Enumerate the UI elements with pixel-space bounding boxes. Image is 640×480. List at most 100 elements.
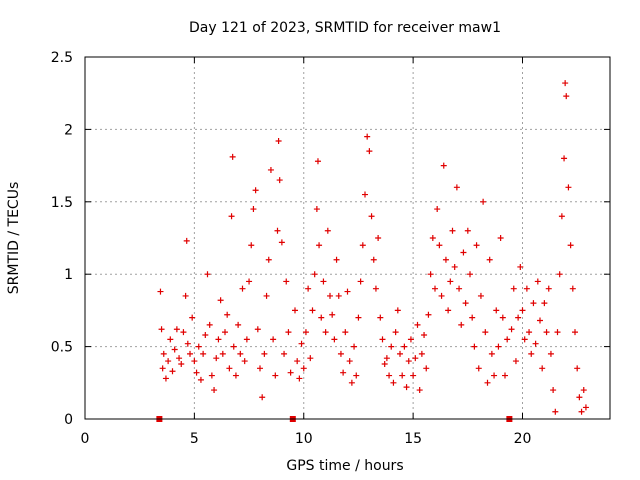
data-point <box>550 387 557 394</box>
data-point <box>495 343 502 350</box>
data-point <box>272 372 279 379</box>
data-point <box>416 387 423 394</box>
data-point <box>386 372 393 379</box>
data-point <box>405 358 412 365</box>
data-point <box>434 206 441 213</box>
data-point <box>195 343 202 350</box>
data-point <box>442 256 449 263</box>
data-point <box>475 365 482 372</box>
data-point <box>270 336 277 343</box>
data-point <box>313 206 320 213</box>
data-point <box>300 365 307 372</box>
data-point <box>355 314 362 321</box>
data-point <box>377 314 384 321</box>
data-point <box>488 350 495 357</box>
data-point <box>388 343 395 350</box>
data-point <box>502 372 508 379</box>
data-point <box>528 350 535 357</box>
data-point <box>265 256 272 263</box>
data-point <box>173 326 180 333</box>
data-point <box>477 292 484 299</box>
data-point <box>453 184 460 191</box>
data-point <box>232 372 239 379</box>
data-point <box>191 358 198 365</box>
data-point <box>296 375 303 382</box>
data-point <box>530 300 537 307</box>
data-point <box>165 358 172 365</box>
data-point <box>486 256 493 263</box>
data-point <box>167 336 174 343</box>
data-point <box>458 321 465 328</box>
data-point <box>537 317 543 324</box>
data-point <box>394 307 401 314</box>
data-point <box>254 326 261 333</box>
data-point <box>512 358 519 365</box>
data-point <box>563 93 570 100</box>
data-point <box>294 358 301 365</box>
grid-lines <box>85 57 610 419</box>
data-point <box>278 239 285 246</box>
data-point <box>344 288 351 295</box>
data-point <box>314 158 321 165</box>
data-point <box>432 285 438 292</box>
data-point <box>425 311 432 318</box>
data-point <box>526 329 533 336</box>
data-point <box>208 372 215 379</box>
data-point <box>309 307 316 314</box>
data-point <box>337 350 344 357</box>
data-point <box>222 329 228 336</box>
data-point <box>285 329 292 336</box>
data-point <box>392 329 399 336</box>
data-point <box>351 343 358 350</box>
data-point <box>379 336 386 343</box>
data-point <box>197 376 204 383</box>
data-point <box>456 285 463 292</box>
data-point <box>539 365 546 372</box>
data-point <box>436 242 443 249</box>
data-point <box>204 271 211 278</box>
data-point <box>189 314 196 321</box>
data-point <box>333 256 340 263</box>
data-point <box>324 227 331 234</box>
data-point <box>574 365 581 372</box>
data-point <box>259 394 266 401</box>
y-tick-label: 1 <box>64 267 73 283</box>
data-point <box>493 307 500 314</box>
data-point <box>451 263 458 270</box>
data-point <box>281 350 288 357</box>
data-point <box>543 329 550 336</box>
data-point <box>274 227 281 234</box>
data-point <box>521 336 528 343</box>
data-point <box>237 350 244 357</box>
data-point <box>187 350 193 357</box>
data-point <box>327 292 333 299</box>
data-point <box>362 191 368 198</box>
data-point <box>403 384 410 391</box>
x-axis-label: GPS time / hours <box>286 458 403 474</box>
data-point <box>567 242 574 249</box>
data-point <box>250 206 257 213</box>
data-point <box>390 379 397 386</box>
data-point <box>399 372 406 379</box>
data-point <box>229 153 236 160</box>
data-point <box>275 137 282 144</box>
data-point <box>302 329 309 336</box>
data-point <box>523 285 530 292</box>
data-point <box>267 166 274 173</box>
data-point <box>429 235 436 241</box>
data-point <box>554 329 561 336</box>
data-point <box>257 365 263 372</box>
data-point <box>180 329 187 336</box>
x-tick-label: 15 <box>404 431 422 447</box>
data-point <box>193 369 200 376</box>
axis-ticks: 0 5 10 15 20 0 0.5 1 1.5 2 2.5 <box>51 50 610 447</box>
data-point <box>183 237 190 244</box>
data-point <box>368 213 375 220</box>
data-point <box>534 278 541 285</box>
data-point <box>532 340 539 347</box>
x-tick-label: 5 <box>190 431 199 447</box>
data-point <box>298 340 305 347</box>
data-point <box>340 369 347 376</box>
data-point <box>519 307 526 314</box>
x-tick-label: 0 <box>81 431 90 447</box>
